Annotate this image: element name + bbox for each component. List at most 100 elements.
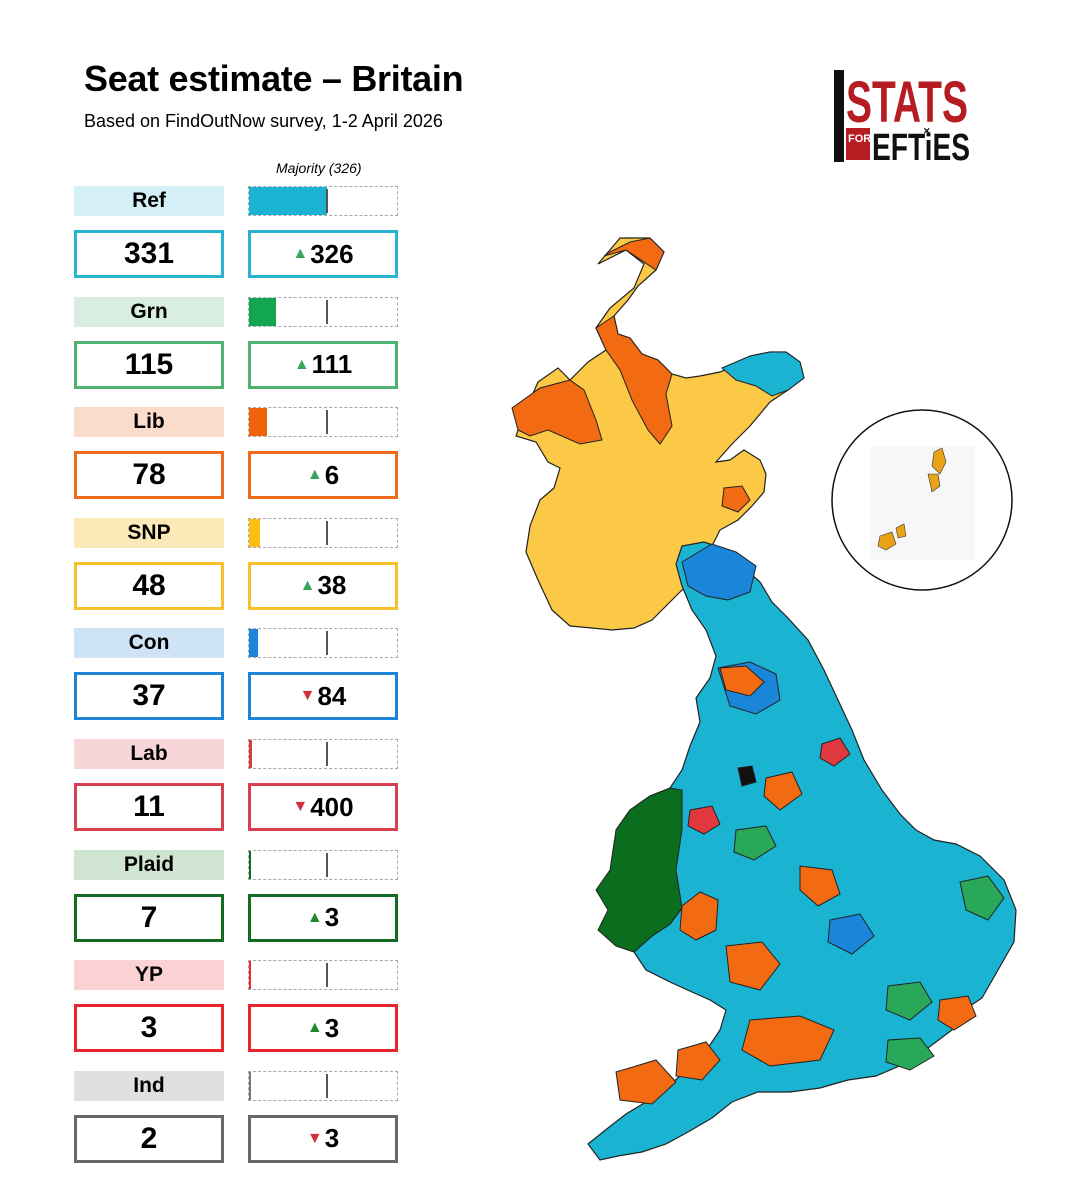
party-name: Ref: [74, 186, 224, 216]
sussex-grn-region: [885, 1037, 935, 1071]
majority-marker: [326, 520, 328, 545]
party-name: Grn: [74, 296, 224, 327]
shetland-islands: [927, 447, 947, 493]
seat-share-bar: [248, 1070, 398, 1101]
cotswold-lib-region: [725, 941, 781, 991]
seat-share-fill: [249, 518, 261, 547]
seat-change-value: 6: [324, 459, 340, 490]
majority-marker: [326, 410, 328, 435]
party-name: Ind: [74, 1070, 224, 1101]
majority-marker: [326, 1073, 328, 1098]
seat-share-bar: [248, 296, 398, 327]
ind-seat-region: [737, 765, 757, 787]
seat-count: 37: [74, 672, 224, 721]
svg-text:EFTiES: EFTiES: [872, 127, 970, 166]
party-block-ind: Ind 2 ▼ 3: [74, 1070, 400, 1171]
north-east-scotland-ref-region: [721, 351, 805, 397]
lab-seat-region: [819, 737, 851, 767]
party-block-grn: Grn 115 ▲ 111: [74, 296, 400, 397]
seat-share-bar: [248, 407, 398, 438]
up-arrow-icon: ▲: [292, 245, 309, 262]
seat-share-bar: [248, 628, 398, 659]
seat-change-value: 3: [324, 902, 340, 933]
mid-wales-lib-region: [679, 891, 719, 941]
seat-change-value: 84: [317, 680, 347, 711]
seat-count: 48: [74, 561, 224, 610]
party-name: Lib: [74, 407, 224, 438]
south-lib-region: [741, 1015, 835, 1067]
seat-change: ▼ 84: [248, 672, 398, 721]
britain-seat-map: [420, 230, 1060, 1170]
somerset-lib-region: [675, 1041, 721, 1081]
majority-marker: [326, 189, 328, 213]
seat-share-bar: [248, 186, 398, 216]
seat-share-fill: [249, 297, 277, 326]
seat-change: ▲ 326: [248, 230, 398, 278]
majority-marker: [326, 631, 328, 656]
majority-marker: [326, 299, 328, 324]
party-name: Con: [74, 628, 224, 659]
seat-share-fill: [249, 850, 251, 879]
orkney-islands: [877, 523, 907, 551]
map-svg: [511, 237, 1017, 1161]
up-arrow-icon: ▲: [306, 466, 323, 484]
up-arrow-icon: ▲: [306, 908, 323, 926]
border-con-region: [681, 543, 757, 601]
midlands-con-region: [827, 913, 875, 955]
party-block-ref: Ref 331 ▲ 326: [74, 186, 400, 286]
seat-change-value: 326: [310, 238, 354, 269]
seat-count: 331: [74, 230, 224, 278]
party-name: YP: [74, 960, 224, 991]
pennine-lib-region: [763, 771, 803, 811]
seat-change: ▲ 111: [248, 340, 398, 389]
party-block-snp: SNP 48 ▲ 38: [74, 517, 400, 618]
kent-lib-region: [937, 995, 977, 1031]
up-arrow-icon: ▲: [293, 355, 310, 373]
seat-change-value: 38: [317, 570, 347, 601]
seat-count: 115: [74, 340, 224, 389]
svg-text:STATS: STATS: [846, 70, 968, 135]
seat-share-bar: [248, 739, 398, 769]
seat-count: 2: [74, 1114, 224, 1163]
manchester-grn-region: [733, 825, 777, 861]
page-subtitle: Based on FindOutNow survey, 1-2 April 20…: [84, 111, 443, 131]
london-grn-region: [885, 981, 933, 1021]
seat-change: ▼ 3: [248, 1114, 398, 1163]
party-name: SNP: [74, 517, 224, 548]
seat-count: 78: [74, 451, 224, 500]
up-arrow-icon: ▲: [299, 576, 316, 594]
seat-change-value: 400: [310, 791, 354, 822]
down-arrow-icon: ▼: [292, 798, 309, 815]
fife-lib-region: [721, 485, 751, 513]
seat-share-fill: [249, 740, 252, 768]
party-block-yp: YP 3 ▲ 3: [74, 960, 400, 1060]
seat-count: 3: [74, 1004, 224, 1053]
seat-share-fill: [249, 187, 328, 215]
seat-change: ▲ 3: [248, 893, 398, 942]
party-name: Plaid: [74, 849, 224, 880]
party-block-plaid: Plaid 7 ▲ 3: [74, 849, 400, 950]
party-block-con: Con 37 ▼ 84: [74, 628, 400, 728]
seat-change-value: 3: [324, 1123, 340, 1154]
merseyside-lab-region: [687, 805, 721, 835]
majority-marker: [326, 963, 328, 988]
devon-lib-region: [615, 1059, 677, 1105]
seat-share-bar: [248, 960, 398, 991]
majority-label: Majority (326): [276, 160, 362, 176]
seat-count: 11: [74, 783, 224, 831]
page-title: Seat estimate – Britain: [84, 58, 464, 99]
stats-for-lefties-logo: STATS FOR EFTiES ✕: [834, 66, 974, 169]
seat-change: ▲ 38: [248, 561, 398, 610]
up-arrow-icon: ▲: [306, 1019, 323, 1037]
seat-change-value: 111: [311, 349, 353, 380]
west-highlands-lib-region: [511, 379, 603, 445]
seat-change: ▲ 3: [248, 1004, 398, 1053]
seat-share-fill: [249, 1071, 251, 1100]
party-name: Lab: [74, 739, 224, 769]
seat-change: ▼ 400: [248, 783, 398, 831]
down-arrow-icon: ▼: [299, 687, 316, 705]
norfolk-grn-region: [959, 875, 1005, 921]
seat-share-bar: [248, 517, 398, 548]
east-lib-region: [799, 865, 841, 907]
seat-change: ▲ 6: [248, 451, 398, 500]
